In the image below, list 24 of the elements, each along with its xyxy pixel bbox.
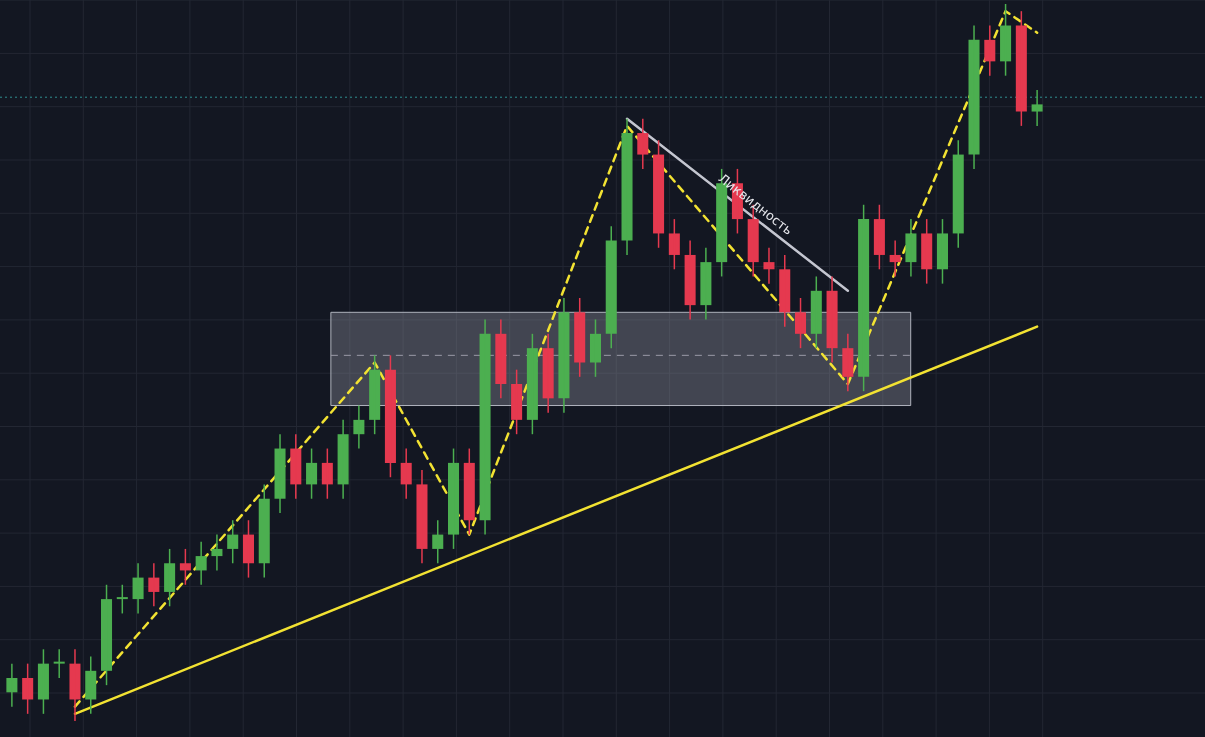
candlestick [384,354,396,478]
candlestick [448,447,460,550]
candlestick [795,297,807,349]
candlestick [164,548,176,608]
candlestick [463,447,475,536]
candlestick [116,584,128,615]
candlestick [810,275,822,349]
candlestick [101,584,113,686]
candlestick [1015,10,1027,127]
candlestick [258,483,270,579]
candlestick [921,218,933,285]
candlestick [936,218,948,285]
candlestick [952,139,964,249]
candlestick [668,218,680,271]
candlestick [574,297,586,378]
candlestick [1031,89,1043,127]
candlestick [369,354,381,435]
candlestick [873,204,885,271]
candlestick [653,139,665,249]
candlestick [605,225,617,349]
candlestick [526,333,538,435]
candlestick [511,368,523,435]
candlestick [858,204,870,392]
candlestick [589,318,601,378]
